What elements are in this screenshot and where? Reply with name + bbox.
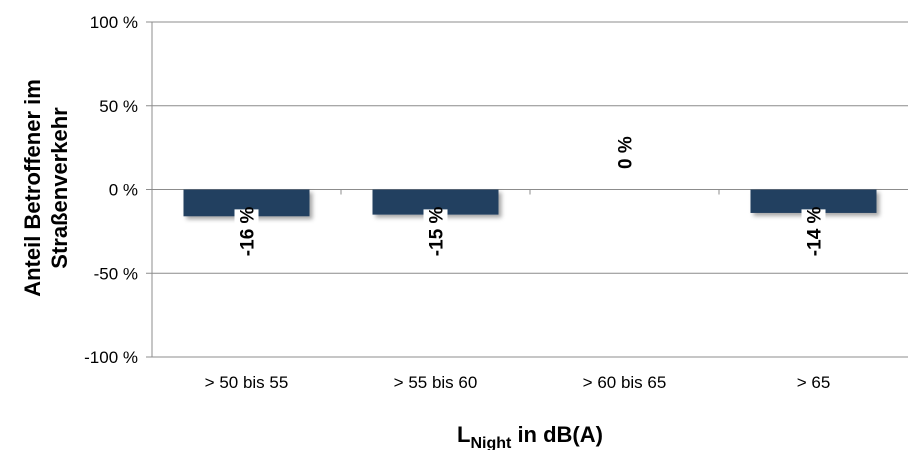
y-axis-title-line2: Straßenverkehr: [47, 107, 72, 269]
data-label: 0 %: [616, 136, 637, 169]
axes: [146, 21, 720, 358]
x-tick-label: > 55 bis 60: [394, 373, 478, 392]
x-tick-label: > 60 bis 65: [583, 373, 667, 392]
data-labels: -16 % -15 % 0 % -14 %: [234, 136, 826, 256]
x-axis-title-subscript: Night: [470, 435, 512, 450]
y-tick-label: -100 %: [84, 348, 138, 367]
y-tick-label: 0 %: [109, 181, 138, 200]
data-label-background: [423, 209, 448, 254]
y-tick-label: 50 %: [99, 97, 138, 116]
x-axis-title-rest: in dB(A): [511, 422, 603, 447]
y-tick-label: -50 %: [94, 264, 138, 283]
x-axis-title-main: L: [457, 422, 470, 447]
data-label: -14 %: [805, 206, 826, 256]
bar: [750, 189, 877, 213]
data-label-background: [234, 209, 259, 254]
x-tick-label: > 65: [797, 373, 831, 392]
tick-labels: 100 % 50 % 0 % -50 % -100 % > 50 bis 55 > 55 b…: [84, 13, 830, 392]
x-axis-title: LNight in dB(A): [457, 422, 603, 450]
data-label-background: [801, 209, 826, 254]
y-axis-title-line1: Anteil Betroffener im: [20, 79, 45, 297]
data-label: -15 %: [427, 206, 448, 256]
bars: [183, 189, 877, 217]
data-label: -16 %: [238, 206, 259, 256]
y-tick-label: 100 %: [90, 13, 138, 32]
x-tick-label: > 50 bis 55: [205, 373, 289, 392]
